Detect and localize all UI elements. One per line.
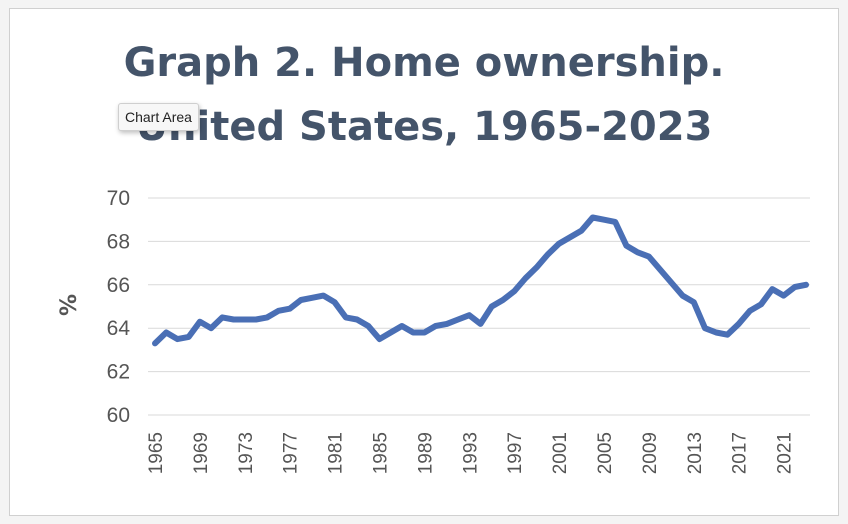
x-tick-label: 1977 <box>281 432 302 474</box>
x-tick-label: 1997 <box>505 432 526 474</box>
x-tick-label: 1989 <box>415 432 436 474</box>
gridlines <box>148 197 810 416</box>
y-axis-ticks: 60 62 64 66 68 70 <box>107 187 131 427</box>
y-axis-label: % <box>57 294 82 316</box>
y-tick-label: 66 <box>107 274 130 297</box>
chart-area[interactable] <box>9 8 839 516</box>
y-tick-label: 68 <box>107 230 130 253</box>
x-tick-label: 2009 <box>640 432 661 474</box>
series-line-home-ownership <box>152 214 809 347</box>
x-tick-label: 1973 <box>236 432 257 474</box>
y-tick-label: 64 <box>107 317 131 340</box>
x-tick-label: 2005 <box>595 432 616 474</box>
x-tick-label: 2021 <box>775 432 796 474</box>
x-axis-ticks: 1965 1969 1973 1977 1981 1985 1989 1993 1997 2001… <box>146 432 796 474</box>
x-tick-label: 1985 <box>370 432 391 474</box>
x-tick-label: 1981 <box>326 432 347 474</box>
y-tick-label: 62 <box>107 361 130 384</box>
x-tick-label: 2017 <box>730 432 751 474</box>
x-tick-label: 1993 <box>460 432 481 474</box>
x-tick-label: 2013 <box>685 432 706 474</box>
x-tick-label: 1969 <box>191 432 212 474</box>
y-tick-label: 60 <box>107 404 130 427</box>
chart-title-line-1: Graph 2. Home ownership. <box>123 40 725 86</box>
x-tick-label: 2001 <box>550 432 571 474</box>
y-tick-label: 70 <box>107 187 130 210</box>
chart-area-tooltip: Chart Area <box>118 103 199 131</box>
x-tick-label: 1965 <box>146 432 167 474</box>
chart-title-line-2: United States, 1965-2023 <box>135 104 713 150</box>
